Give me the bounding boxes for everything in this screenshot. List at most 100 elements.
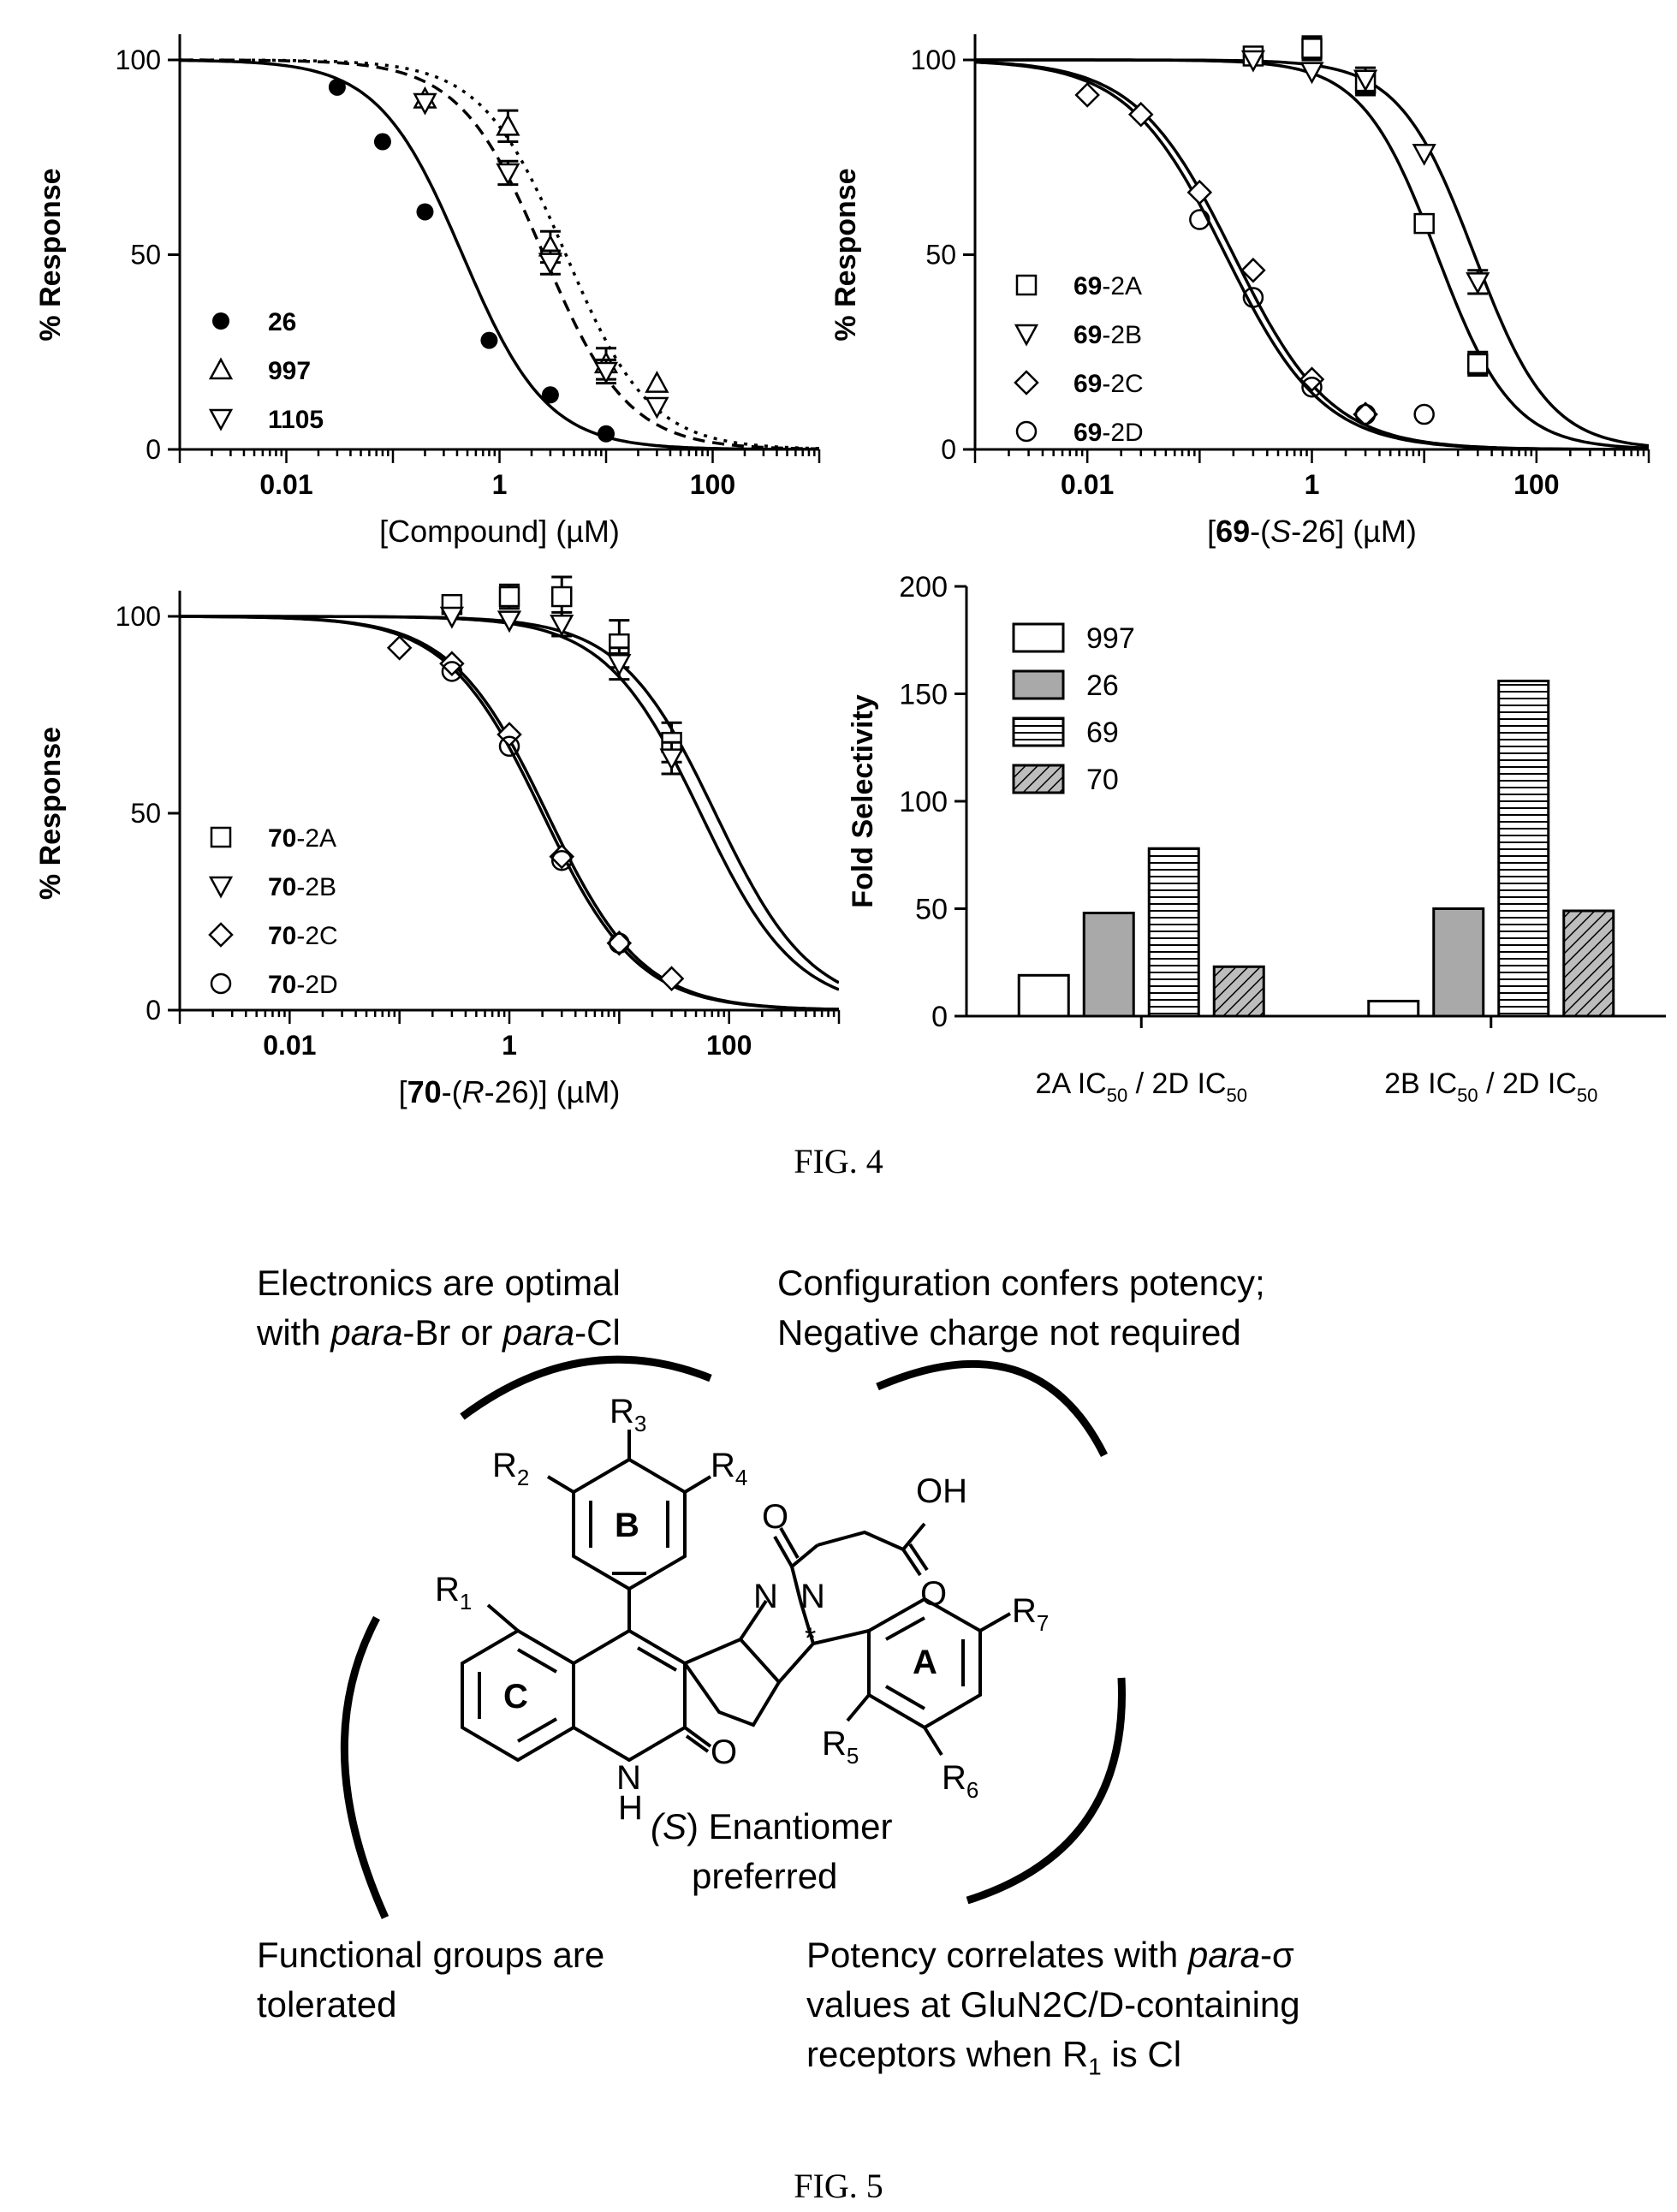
- data-point: [373, 133, 391, 151]
- quinolinone-ring: [572, 1628, 687, 1763]
- data-point: [386, 635, 413, 661]
- x-label-italic: R: [462, 1074, 485, 1109]
- legend-label: 70-2B: [268, 873, 336, 901]
- y-axis-label: % Response: [34, 727, 67, 900]
- data-point: [439, 651, 465, 676]
- legend-label: 70: [1086, 764, 1119, 796]
- y-tick-label: 0: [146, 995, 161, 1026]
- quinolinone-ring-inner: [636, 1646, 678, 1672]
- fit-curve-3: [975, 60, 1649, 449]
- legend-label: 997: [1086, 622, 1135, 655]
- label-part: 2B IC: [1384, 1067, 1457, 1100]
- r6-label: R6: [942, 1759, 978, 1803]
- figure-4-caption: FIG. 4: [794, 1142, 883, 1180]
- legend-label: 997: [268, 357, 311, 385]
- data-point: [645, 371, 669, 393]
- x-tick-label: 0.01: [263, 1030, 316, 1061]
- y-tick-label: 0: [146, 434, 161, 465]
- data-point: [498, 735, 520, 758]
- data-points: [328, 78, 669, 443]
- note-italic: S: [663, 1806, 687, 1846]
- x-tick-label: 2A IC50 / 2D IC50: [1036, 1067, 1247, 1106]
- legend-label-bold: 69: [1073, 272, 1102, 300]
- note-text: receptors when R: [806, 2034, 1089, 2074]
- lactam-carbonyl: [683, 1726, 712, 1753]
- legend-label-bold: 70: [268, 971, 296, 999]
- fit-curve-2: [180, 615, 839, 1010]
- x-label-part: -(: [1250, 514, 1270, 549]
- note-italic: para: [1187, 1935, 1260, 1975]
- legend-marker: [1015, 274, 1038, 296]
- note-line: (S() Enantiomer: [651, 1802, 892, 1852]
- legend-marker: [210, 972, 232, 995]
- ketone-o-label: O: [762, 1498, 788, 1536]
- fit-curve-1: [180, 58, 819, 449]
- ring-a-substituent-bonds: [846, 1612, 1011, 1757]
- bracket-arcs: [340, 1355, 1126, 1919]
- legend-marker: [208, 876, 234, 899]
- data-point: [1301, 376, 1323, 398]
- y-tick-label: 0: [931, 1001, 948, 1033]
- data-point: [1299, 62, 1324, 85]
- bar-997-1: [1367, 999, 1420, 1018]
- note-line: Electronics are optimal: [257, 1263, 621, 1303]
- data-point: [441, 661, 463, 682]
- x-label-part: -26] (µM): [1291, 514, 1417, 549]
- data-point: [1299, 366, 1325, 392]
- arc-top-left: [460, 1355, 712, 1420]
- legend-swatch: [1012, 669, 1065, 700]
- legend-label: 69-2D: [1073, 419, 1144, 447]
- figure-5-caption: FIG. 5: [794, 2167, 883, 2205]
- data-point: [550, 849, 573, 871]
- legend-label-suffix: -2B: [296, 873, 336, 901]
- legend-label: 69-2C: [1073, 370, 1144, 398]
- label-part: 2A IC: [1036, 1067, 1107, 1100]
- legend-label-suffix: -2B: [1102, 321, 1142, 349]
- data-point: [1353, 401, 1378, 427]
- legend-label: 26: [268, 308, 296, 336]
- x-tick-label: 0.01: [1061, 469, 1114, 500]
- fit-curves: [180, 615, 839, 1010]
- ring-c-inner: [478, 1648, 558, 1743]
- legend: 26 997 1105: [208, 308, 324, 434]
- note-potency: Potency correlates with para-σ values at…: [806, 1930, 1300, 2091]
- bar-26-1: [1432, 907, 1485, 1018]
- data-point: [1466, 353, 1489, 375]
- ring-c-label: C: [503, 1678, 528, 1715]
- legend-label-bold: 70: [268, 873, 296, 901]
- x-label-part: [: [399, 1074, 407, 1109]
- data-point: [480, 331, 498, 349]
- note-line: Functional groups are: [257, 1935, 605, 1975]
- label-sub: 50: [1457, 1085, 1478, 1106]
- data-point: [609, 932, 630, 954]
- bonds: [461, 1430, 1011, 1763]
- y-axis-label: % Response: [34, 168, 67, 341]
- legend-swatch: [1012, 622, 1065, 653]
- data-point: [645, 396, 669, 419]
- legend-label: 70-2D: [268, 971, 338, 999]
- nh-n-label: N: [616, 1759, 641, 1797]
- ring-a-bond: [812, 1629, 870, 1645]
- legend-label-bold: 69: [1073, 321, 1102, 349]
- acid-o-label: O: [920, 1575, 947, 1613]
- x-tick-label: 1: [1305, 469, 1320, 500]
- data-point: [496, 113, 520, 136]
- x-axis-label: [70-(R-26)] (µM): [399, 1074, 621, 1109]
- acid-carbonyl: [901, 1543, 929, 1577]
- x-label-bold: 70: [407, 1074, 442, 1109]
- ring-b-substituent-bonds: [546, 1430, 712, 1631]
- legend-label: 26: [1086, 669, 1119, 702]
- note-text: -Br or: [402, 1312, 503, 1353]
- legend-marker: [208, 408, 234, 431]
- bar-70-0: [1212, 965, 1265, 1018]
- x-label-italic: S: [1270, 514, 1291, 549]
- note-line: tolerated: [257, 1984, 397, 2025]
- x-tick-label: 100: [690, 469, 735, 500]
- pyrazoline-ring: [681, 1637, 782, 1727]
- y-tick-label: 50: [915, 894, 948, 926]
- arc-top-right: [876, 1359, 1109, 1458]
